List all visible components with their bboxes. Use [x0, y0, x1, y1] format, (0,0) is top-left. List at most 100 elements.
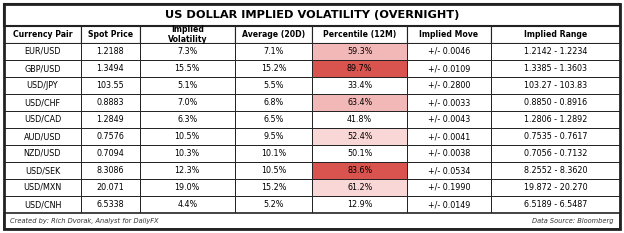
Text: Implied
Volatility: Implied Volatility: [167, 25, 207, 44]
Text: 1.2849: 1.2849: [96, 115, 124, 124]
Text: 19.872 - 20.270: 19.872 - 20.270: [524, 183, 587, 192]
Text: Percentile (12M): Percentile (12M): [323, 30, 396, 39]
Bar: [81, 94, 140, 111]
Bar: [4, 43, 81, 60]
Bar: [81, 26, 140, 43]
Bar: [4, 94, 81, 111]
Bar: [235, 77, 312, 94]
Bar: [407, 60, 490, 77]
Text: NZD/USD: NZD/USD: [24, 149, 61, 158]
Text: 7.3%: 7.3%: [177, 47, 197, 56]
Bar: [235, 43, 312, 60]
Bar: [140, 111, 235, 128]
Text: 6.8%: 6.8%: [263, 98, 284, 107]
Bar: [490, 111, 620, 128]
Text: USD/CNH: USD/CNH: [24, 200, 61, 209]
Text: 83.6%: 83.6%: [347, 166, 373, 175]
Bar: [490, 60, 620, 77]
Bar: [81, 111, 140, 128]
Bar: [490, 162, 620, 179]
Bar: [4, 196, 81, 213]
Text: 9.5%: 9.5%: [263, 132, 284, 141]
Bar: [407, 77, 490, 94]
Text: US DOLLAR IMPLIED VOLATILITY (OVERNIGHT): US DOLLAR IMPLIED VOLATILITY (OVERNIGHT): [165, 10, 459, 20]
Bar: [407, 128, 490, 145]
Bar: [140, 94, 235, 111]
Bar: [140, 26, 235, 43]
Bar: [140, 196, 235, 213]
Bar: [81, 43, 140, 60]
Text: +/- 0.0041: +/- 0.0041: [428, 132, 470, 141]
Text: 19.0%: 19.0%: [175, 183, 200, 192]
Text: 10.5%: 10.5%: [175, 132, 200, 141]
Text: +/- 0.0109: +/- 0.0109: [428, 64, 470, 73]
Text: Implied Range: Implied Range: [524, 30, 587, 39]
Text: 10.1%: 10.1%: [261, 149, 286, 158]
Bar: [81, 162, 140, 179]
Bar: [235, 26, 312, 43]
Text: USD/CAD: USD/CAD: [24, 115, 61, 124]
Text: 4.4%: 4.4%: [177, 200, 197, 209]
Text: AUD/USD: AUD/USD: [24, 132, 61, 141]
Bar: [407, 196, 490, 213]
Bar: [140, 145, 235, 162]
Text: 5.2%: 5.2%: [263, 200, 284, 209]
Text: Created by: Rich Dvorak, Analyst for DailyFX: Created by: Rich Dvorak, Analyst for Dai…: [10, 218, 158, 224]
Text: 8.3086: 8.3086: [97, 166, 124, 175]
Text: 103.27 - 103.83: 103.27 - 103.83: [524, 81, 587, 90]
Text: +/- 0.0038: +/- 0.0038: [428, 149, 470, 158]
Bar: [312, 196, 407, 213]
Bar: [407, 145, 490, 162]
Bar: [81, 145, 140, 162]
Text: GBP/USD: GBP/USD: [24, 64, 61, 73]
Text: USD/JPY: USD/JPY: [27, 81, 58, 90]
Bar: [4, 4, 620, 26]
Bar: [490, 26, 620, 43]
Text: 0.7056 - 0.7132: 0.7056 - 0.7132: [524, 149, 587, 158]
Text: 0.8850 - 0.8916: 0.8850 - 0.8916: [524, 98, 587, 107]
Text: 1.2806 - 1.2892: 1.2806 - 1.2892: [524, 115, 587, 124]
Bar: [407, 94, 490, 111]
Text: Spot Price: Spot Price: [88, 30, 133, 39]
Bar: [490, 43, 620, 60]
Text: 10.3%: 10.3%: [175, 149, 200, 158]
Bar: [81, 77, 140, 94]
Text: 50.1%: 50.1%: [347, 149, 373, 158]
Bar: [312, 179, 407, 196]
Text: 5.5%: 5.5%: [263, 81, 284, 90]
Bar: [235, 128, 312, 145]
Text: 63.4%: 63.4%: [347, 98, 373, 107]
Text: 6.3%: 6.3%: [177, 115, 197, 124]
Text: 7.0%: 7.0%: [177, 98, 197, 107]
Bar: [490, 179, 620, 196]
Text: +/- 0.1990: +/- 0.1990: [428, 183, 470, 192]
Bar: [235, 196, 312, 213]
Text: 1.2142 - 1.2234: 1.2142 - 1.2234: [524, 47, 587, 56]
Text: 1.2188: 1.2188: [97, 47, 124, 56]
Bar: [235, 145, 312, 162]
Bar: [312, 128, 407, 145]
Bar: [490, 77, 620, 94]
Bar: [81, 60, 140, 77]
Bar: [407, 26, 490, 43]
Text: 20.071: 20.071: [96, 183, 124, 192]
Bar: [407, 111, 490, 128]
Text: 8.2552 - 8.3620: 8.2552 - 8.3620: [524, 166, 587, 175]
Bar: [140, 60, 235, 77]
Bar: [490, 196, 620, 213]
Bar: [81, 128, 140, 145]
Bar: [312, 111, 407, 128]
Text: +/- 0.0043: +/- 0.0043: [428, 115, 470, 124]
Bar: [490, 94, 620, 111]
Text: 89.7%: 89.7%: [347, 64, 373, 73]
Text: 33.4%: 33.4%: [347, 81, 373, 90]
Bar: [407, 179, 490, 196]
Bar: [235, 94, 312, 111]
Text: 5.1%: 5.1%: [177, 81, 197, 90]
Bar: [312, 77, 407, 94]
Bar: [4, 77, 81, 94]
Text: 12.3%: 12.3%: [175, 166, 200, 175]
Text: USD/CHF: USD/CHF: [24, 98, 61, 107]
Text: 0.7535 - 0.7617: 0.7535 - 0.7617: [524, 132, 587, 141]
Bar: [490, 128, 620, 145]
